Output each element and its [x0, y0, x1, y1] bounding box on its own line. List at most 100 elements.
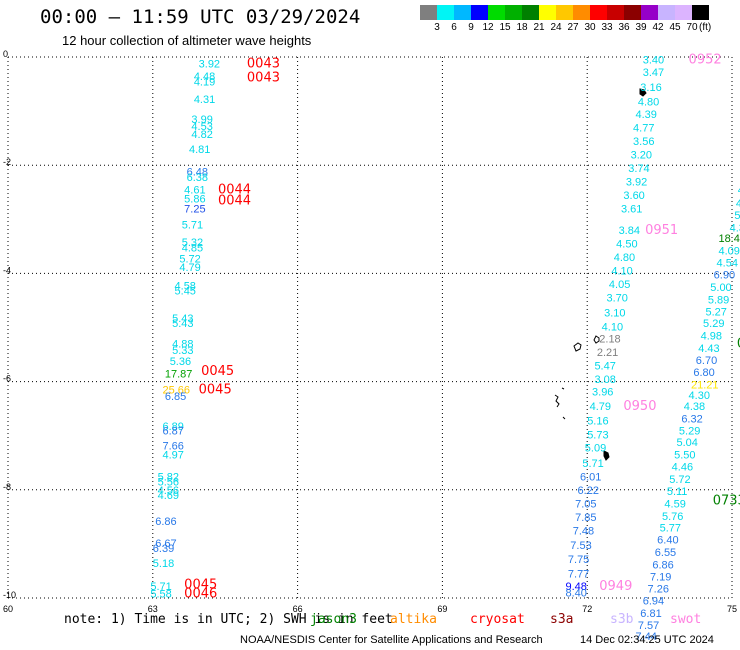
colorbar-swatch — [607, 5, 624, 20]
wave-height-value: 3.08 — [594, 374, 615, 386]
wave-height-value: 5.33 — [172, 345, 193, 357]
pass-time-label: 0045 — [184, 577, 217, 592]
wave-height-value: 4.69 — [158, 490, 179, 502]
colorbar-label: 21 — [533, 22, 545, 33]
wave-height-value: 18.4 — [718, 233, 739, 245]
wave-height-value: 6.87 — [162, 425, 183, 437]
y-tick-label: -2 — [3, 157, 11, 167]
wave-height-value: 4 — [738, 185, 740, 197]
y-tick-label: -10 — [3, 590, 16, 600]
colorbar-swatch — [539, 5, 556, 20]
colorbar-label: 70 — [686, 22, 698, 33]
wave-height-value: 6.80 — [693, 367, 714, 379]
wave-height-value: 3.56 — [633, 136, 654, 148]
wave-height-value: 9.48 — [565, 581, 586, 593]
wave-height-value: 5.09 — [585, 443, 606, 455]
island-outline — [573, 342, 582, 352]
wave-height-value: 4.81 — [189, 144, 210, 156]
wave-height-value: 5.72 — [179, 253, 200, 265]
wave-height-value: 4.56 — [158, 485, 179, 497]
wave-height-value: 5.16 — [587, 416, 608, 428]
y-tick-label: -6 — [3, 374, 11, 384]
track-left: 3.924.484.19 4.31 3.994.534.82 4.81 6.486.38… — [150, 56, 280, 601]
x-tick-label: 66 — [293, 604, 303, 614]
pass-time-label: 0949 — [599, 579, 632, 594]
wave-height-value: 5.89 — [708, 294, 729, 306]
wave-height-value: 6.48 — [187, 167, 208, 179]
colorbar-swatch — [624, 5, 641, 20]
wave-height-value: 5.43 — [172, 313, 193, 325]
wave-height-value: 8.40 — [565, 588, 586, 600]
wave-height-value: 4.3 — [730, 222, 740, 234]
wave-height-value: 6.94 — [643, 596, 664, 608]
y-tick-label: -4 — [3, 265, 11, 275]
legend-jason3: jason3 — [310, 612, 357, 627]
wave-height-value: 5.76 — [662, 511, 683, 523]
wave-height-value: 6.67 — [155, 538, 176, 550]
wave-height-value: 7.48 — [573, 525, 594, 537]
islands — [554, 88, 647, 461]
colorbar-swatch — [658, 5, 675, 20]
wave-height-value: 6.85 — [165, 391, 186, 403]
wave-height-value: 7.85 — [575, 512, 596, 524]
wave-height-value: 7.53 — [570, 540, 591, 552]
wave-height-value: 7.44 — [635, 631, 656, 643]
legend-altika: altika — [390, 612, 437, 627]
pass-time-label: 0043 — [247, 71, 280, 86]
colorbar-swatch — [556, 5, 573, 20]
wave-height-value: 5 — [734, 210, 740, 222]
wave-height-value: 3.92 — [199, 58, 220, 70]
colorbar-label: 36 — [618, 22, 630, 33]
pass-time-label: 07 — [737, 337, 740, 352]
wave-height-value: 5.18 — [153, 558, 174, 570]
colorbar-label: 33 — [601, 22, 613, 33]
colorbar-units: (ft) — [699, 22, 712, 33]
wave-height-value: 4.39 — [635, 109, 656, 121]
pass-time-label: 0045 — [201, 364, 234, 379]
wave-height-value: 6.22 — [578, 485, 599, 497]
colorbar-swatch — [675, 5, 692, 20]
pass-time-label: 0952 — [689, 53, 722, 68]
colorbar-swatch — [573, 5, 590, 20]
wave-height-value: 4.97 — [162, 450, 183, 462]
wave-height-value: 7.19 — [650, 571, 671, 583]
colorbar-label: 45 — [669, 22, 681, 33]
footnote: note: 1) Time is in UTC; 2) SWH is in fe… — [64, 612, 393, 627]
wave-height-value: 5.45 — [175, 286, 196, 298]
wave-height-value: 5.71 — [182, 220, 203, 232]
island-outline — [554, 394, 560, 408]
wave-height-value: 4.31 — [194, 94, 215, 106]
wave-height-value: 6.40 — [657, 535, 678, 547]
island-outline — [603, 450, 610, 461]
credit-text: NOAA/NESDIS Center for Satellite Applica… — [240, 634, 543, 646]
track-middle: 3.403.473.164.804.394.773.563.203.743.92… — [565, 53, 721, 600]
wave-height-value: 7.77 — [568, 569, 589, 581]
wave-height-value: 4.80 — [614, 252, 635, 264]
wave-height-value: 6.86 — [155, 516, 176, 528]
pass-time-label: 0045 — [199, 383, 232, 398]
wave-height-value: 3.84 — [619, 225, 640, 237]
wave-height-value: 6.01 — [580, 471, 601, 483]
wave-height-value: 7.26 — [648, 583, 669, 595]
graticule — [7, 56, 733, 599]
wave-height-value: 3.61 — [621, 203, 642, 215]
wave-height-value: 4.79 — [179, 262, 200, 274]
wave-height-value: 3.16 — [640, 82, 661, 94]
wave-height-value: 4.30 — [689, 390, 710, 402]
wave-height-value: 4.98 — [701, 331, 722, 343]
wave-height-value: 6.70 — [696, 355, 717, 367]
wave-height-value: 3.99 — [191, 114, 212, 126]
wave-height-value: 4.54 — [717, 258, 738, 270]
wave-height-value: 25.66 — [162, 385, 190, 397]
pass-time-label: 0046 — [184, 587, 217, 602]
wave-height-value: 6.89 — [162, 421, 183, 433]
wave-height-value: 3.10 — [604, 307, 625, 319]
colorbar-swatch — [522, 5, 539, 20]
wave-height-value: 2.18 — [599, 333, 620, 345]
x-tick-label: 75 — [727, 604, 737, 614]
colorbar-label: 9 — [468, 22, 474, 33]
colorbar-label: 24 — [550, 22, 562, 33]
colorbar-label: 27 — [567, 22, 579, 33]
wave-height-value: 3.74 — [628, 163, 649, 175]
wave-height-value: 5.82 — [158, 471, 179, 483]
